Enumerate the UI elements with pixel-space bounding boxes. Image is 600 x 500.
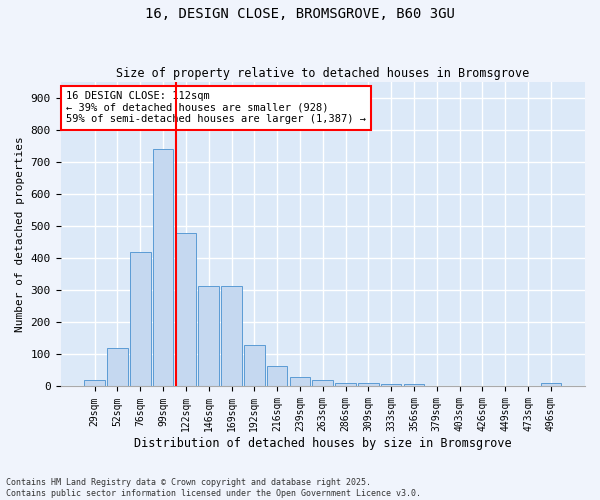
Bar [199,286,219,386]
Text: Contains HM Land Registry data © Crown copyright and database right 2025.
Contai: Contains HM Land Registry data © Crown c… [6,478,421,498]
Y-axis label: Number of detached properties: Number of detached properties [15,136,25,332]
Bar [541,384,561,386]
Bar [404,384,424,386]
Bar [176,232,196,386]
Bar [153,150,173,386]
Text: 16 DESIGN CLOSE: 112sqm
← 39% of detached houses are smaller (928)
59% of semi-d: 16 DESIGN CLOSE: 112sqm ← 39% of detache… [66,91,366,124]
Bar [244,345,265,387]
Bar [381,384,401,386]
Bar [358,384,379,386]
Text: 16, DESIGN CLOSE, BROMSGROVE, B60 3GU: 16, DESIGN CLOSE, BROMSGROVE, B60 3GU [145,8,455,22]
Bar [290,378,310,386]
Bar [313,380,333,386]
Bar [267,366,287,386]
Bar [221,286,242,386]
X-axis label: Distribution of detached houses by size in Bromsgrove: Distribution of detached houses by size … [134,437,512,450]
Bar [85,380,105,386]
Bar [335,384,356,386]
Bar [130,252,151,386]
Title: Size of property relative to detached houses in Bromsgrove: Size of property relative to detached ho… [116,66,529,80]
Bar [107,348,128,387]
